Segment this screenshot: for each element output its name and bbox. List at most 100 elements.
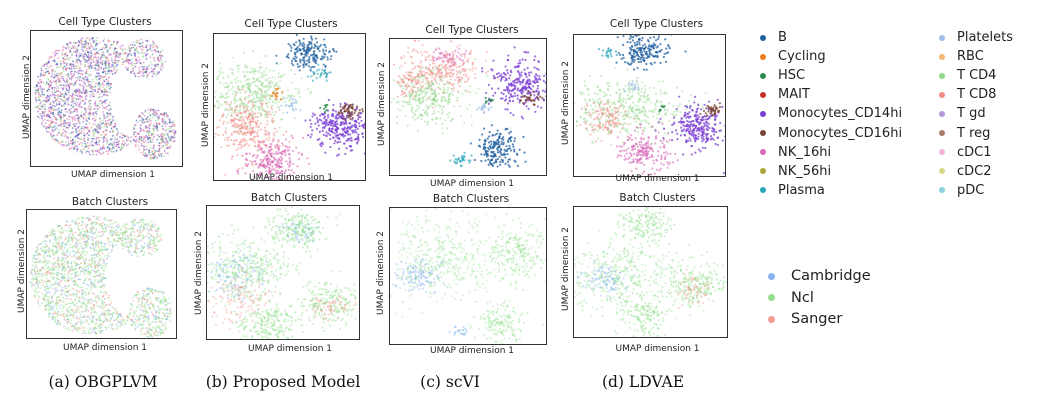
legend-item: MAIT <box>760 87 810 102</box>
point-cluster <box>264 206 341 253</box>
point-cluster <box>481 46 546 120</box>
legend-item: B <box>760 30 787 45</box>
legend-label: HSC <box>778 68 806 84</box>
legend-item: Cambridge <box>768 268 871 284</box>
point-cluster <box>699 102 722 117</box>
plot-area <box>573 34 726 177</box>
legend-label: NK_56hi <box>778 163 832 179</box>
legend-label: T reg <box>957 125 991 141</box>
panel-title: Cell Type Clusters <box>58 16 152 28</box>
legend-item: HSC <box>760 68 805 83</box>
legend-marker <box>760 53 766 60</box>
point-cluster <box>615 35 687 71</box>
legend-marker <box>939 72 945 79</box>
legend-marker <box>760 91 766 98</box>
point-cluster <box>646 254 727 317</box>
legend-marker <box>760 34 766 41</box>
legend-marker <box>939 149 945 156</box>
legend-marker <box>939 91 945 98</box>
legend-label: Plasma <box>778 182 825 198</box>
legend-item: Platelets <box>939 30 1013 45</box>
point-cluster <box>337 103 364 121</box>
point-cluster <box>574 229 709 321</box>
point-cluster <box>475 101 493 114</box>
point-cluster <box>207 235 275 312</box>
cell-type-legend: B Cycling HSC MAIT Monocytes_CD14hi Monocytes… <box>760 30 1050 210</box>
legend-item: Monocytes_CD16hi <box>760 126 902 141</box>
legend-marker <box>939 130 945 136</box>
panel-title: Batch Clusters <box>250 192 328 204</box>
legend-marker <box>768 315 775 323</box>
legend-item: Sanger <box>768 311 842 327</box>
caption-c: (c) scVI <box>420 373 480 391</box>
point-cluster <box>469 124 527 168</box>
legend-label: Sanger <box>791 311 843 327</box>
plot-area <box>389 38 547 176</box>
legend-marker <box>760 72 766 79</box>
panel-title: Batch Clusters <box>619 192 696 204</box>
legend-item: T gd <box>939 106 986 121</box>
panel-title: Cell Type Clusters <box>425 24 519 36</box>
legend-label: MAIT <box>778 87 810 103</box>
legend-item: T CD8 <box>939 87 996 102</box>
legend-item: NK_16hi <box>760 145 831 160</box>
point-cluster <box>431 40 471 74</box>
panel-title: Cell Type Clusters <box>609 18 704 30</box>
legend-label: cDC1 <box>957 144 992 160</box>
y-axis-label: UMAP dimension 2 <box>377 62 387 147</box>
point-cluster <box>319 103 329 113</box>
x-axis-label: UMAP dimension 1 <box>615 174 700 184</box>
point-cluster <box>306 63 332 82</box>
point-cluster <box>390 58 489 135</box>
point-cluster <box>616 122 679 176</box>
legend-label: NK_16hi <box>778 144 832 160</box>
point-cluster <box>390 245 446 304</box>
y-axis-label: UMAP dimension 2 <box>561 227 571 312</box>
legend-marker <box>768 272 775 280</box>
plot-area <box>213 33 366 181</box>
point-cloud <box>29 215 172 338</box>
point-cluster <box>623 77 640 93</box>
x-axis-label: UMAP dimension 1 <box>247 344 332 354</box>
caption-b: (b) Proposed Model <box>205 373 361 391</box>
y-axis-label: UMAP dimension 2 <box>17 229 27 314</box>
legend-marker <box>939 53 945 60</box>
legend-item: cDC1 <box>939 145 992 160</box>
x-axis-label: UMAP dimension 1 <box>248 173 333 183</box>
panel-c-cell: Cell Type Clusters UMAP dimension 1 UMAP… <box>377 22 550 192</box>
plot-area <box>573 206 728 338</box>
panel-title: Cell Type Clusters <box>244 18 338 30</box>
panel-b-cell: Cell Type Clusters UMAP dimension 1 UMAP… <box>201 16 371 191</box>
point-cluster <box>472 212 546 292</box>
panel-a-batch: Batch Clusters UMAP dimension 1 UMAP dim… <box>17 196 190 361</box>
panel-a-cell: Cell Type Clusters UMAP dimension 1 UMAP… <box>20 16 190 186</box>
legend-label: RBC <box>957 49 984 65</box>
legend-marker <box>768 294 775 301</box>
legend-item: Ncl <box>768 290 814 306</box>
plot-area <box>206 205 360 340</box>
legend-item: Monocytes_CD14hi <box>760 106 902 121</box>
point-cluster <box>519 90 544 106</box>
point-cluster <box>214 49 328 133</box>
point-cluster <box>668 268 710 310</box>
point-cluster <box>449 151 473 168</box>
point-cluster <box>579 100 644 143</box>
plot-area <box>30 30 183 167</box>
point-cluster <box>305 295 357 322</box>
point-cloud <box>33 36 177 160</box>
legend-item: cDC2 <box>939 164 992 179</box>
legend-label: Cycling <box>778 49 826 65</box>
legend-marker <box>760 149 766 156</box>
point-cluster <box>390 208 513 319</box>
caption-a: (a) OBGPLVM <box>48 373 158 391</box>
point-cluster <box>393 63 441 100</box>
legend-label: T gd <box>957 106 986 122</box>
legend-item: RBC <box>939 49 984 64</box>
point-cluster <box>277 221 320 244</box>
y-axis-label: UMAP dimension 2 <box>201 63 211 148</box>
legend-label: Monocytes_CD16hi <box>778 125 903 141</box>
point-cluster <box>207 223 315 313</box>
point-cluster <box>615 207 676 249</box>
legend-label: Platelets <box>957 30 1013 45</box>
